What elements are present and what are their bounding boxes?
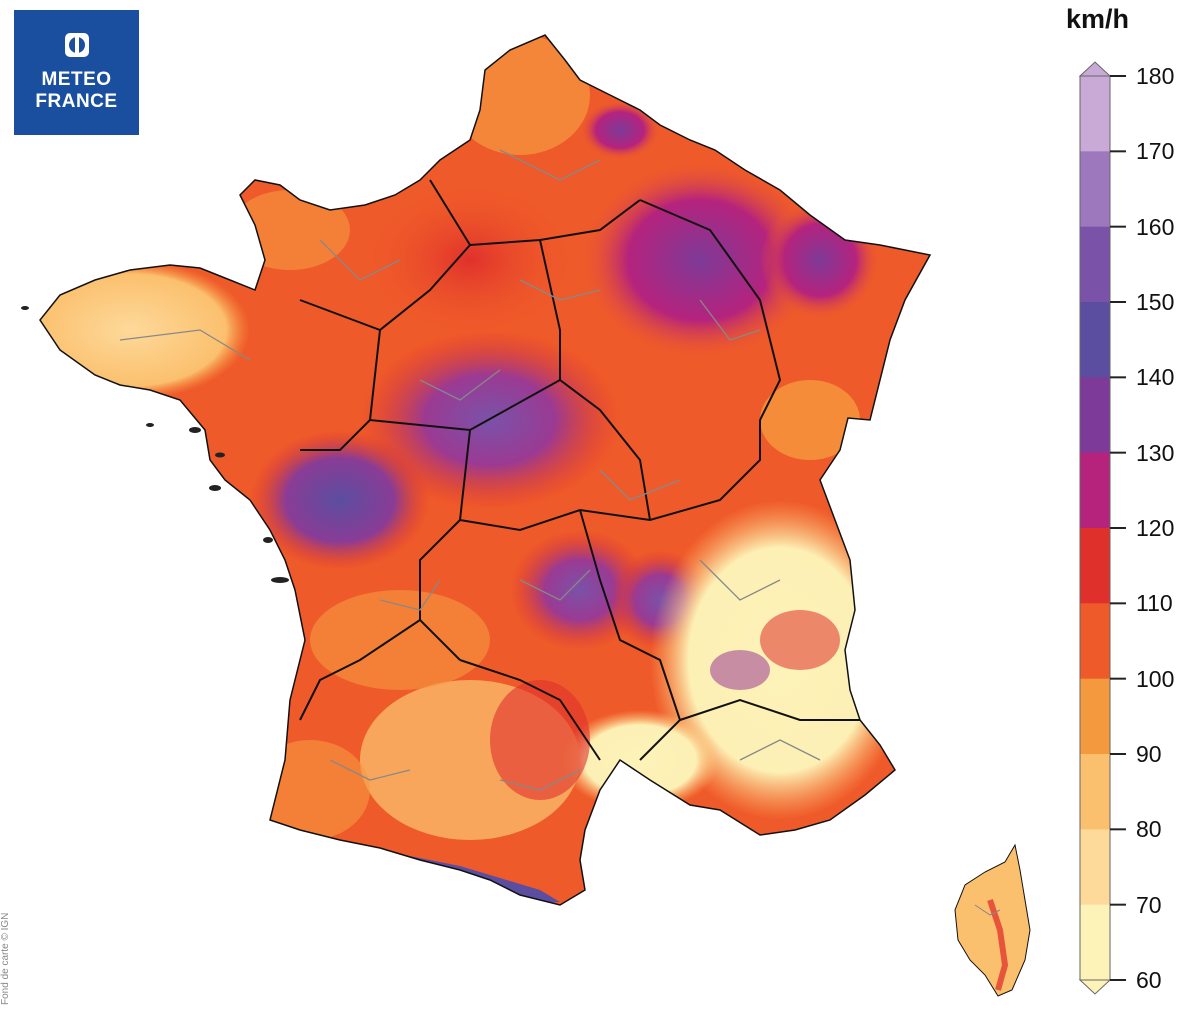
legend-tick-label: 60 bbox=[1136, 967, 1162, 993]
corsica-inset bbox=[954, 843, 1031, 997]
legend-swatch-80-90 bbox=[1080, 754, 1110, 830]
legend-tick-label: 140 bbox=[1136, 364, 1175, 391]
legend-tick-label: 170 bbox=[1136, 138, 1175, 165]
meteo-france-logo: METEO FRANCE bbox=[14, 10, 139, 135]
legend-min-arrow bbox=[1078, 979, 1112, 995]
legend-tick-label: 70 bbox=[1136, 891, 1162, 918]
legend-swatch-120-130 bbox=[1080, 452, 1110, 529]
legend-swatch-160-170 bbox=[1080, 151, 1110, 228]
legend-colorbar bbox=[1078, 61, 1112, 995]
legend-tick-label: 180 bbox=[1136, 63, 1175, 89]
legend-max-arrow bbox=[1078, 61, 1112, 77]
legend-swatch-90-100 bbox=[1080, 678, 1110, 755]
legend-swatch-100-110 bbox=[1080, 603, 1110, 680]
mainland-france bbox=[39, 34, 932, 906]
legend-tick-label: 150 bbox=[1136, 289, 1175, 315]
map-credit: Fond de carte © IGN bbox=[0, 912, 11, 1005]
legend-swatch-170-180 bbox=[1080, 76, 1110, 152]
legend-tick-label: 130 bbox=[1136, 439, 1175, 466]
legend-ticks bbox=[1110, 75, 1126, 981]
logo-text-line1: METEO bbox=[41, 69, 112, 90]
legend-tick-label: 90 bbox=[1136, 741, 1162, 767]
legend-tick-label: 80 bbox=[1136, 816, 1162, 843]
legend-tick-label: 100 bbox=[1136, 665, 1175, 692]
legend-tick-label: 160 bbox=[1136, 213, 1175, 240]
legend-tick-label: 110 bbox=[1136, 590, 1173, 617]
legend-swatch-150-160 bbox=[1080, 226, 1110, 303]
atlantic-islands bbox=[21, 306, 289, 583]
legend-swatch-60-70 bbox=[1080, 904, 1110, 981]
logo-text-line2: FRANCE bbox=[35, 91, 118, 112]
legend-swatch-130-140 bbox=[1080, 377, 1110, 454]
legend-unit-label: km/h bbox=[1066, 4, 1130, 34]
meteo-france-logo-icon bbox=[64, 33, 89, 57]
legend-tick-label: 120 bbox=[1136, 515, 1175, 541]
legend-swatch-140-150 bbox=[1080, 302, 1110, 378]
legend-swatch-70-80 bbox=[1080, 829, 1110, 906]
legend-swatch-110-120 bbox=[1080, 528, 1110, 604]
